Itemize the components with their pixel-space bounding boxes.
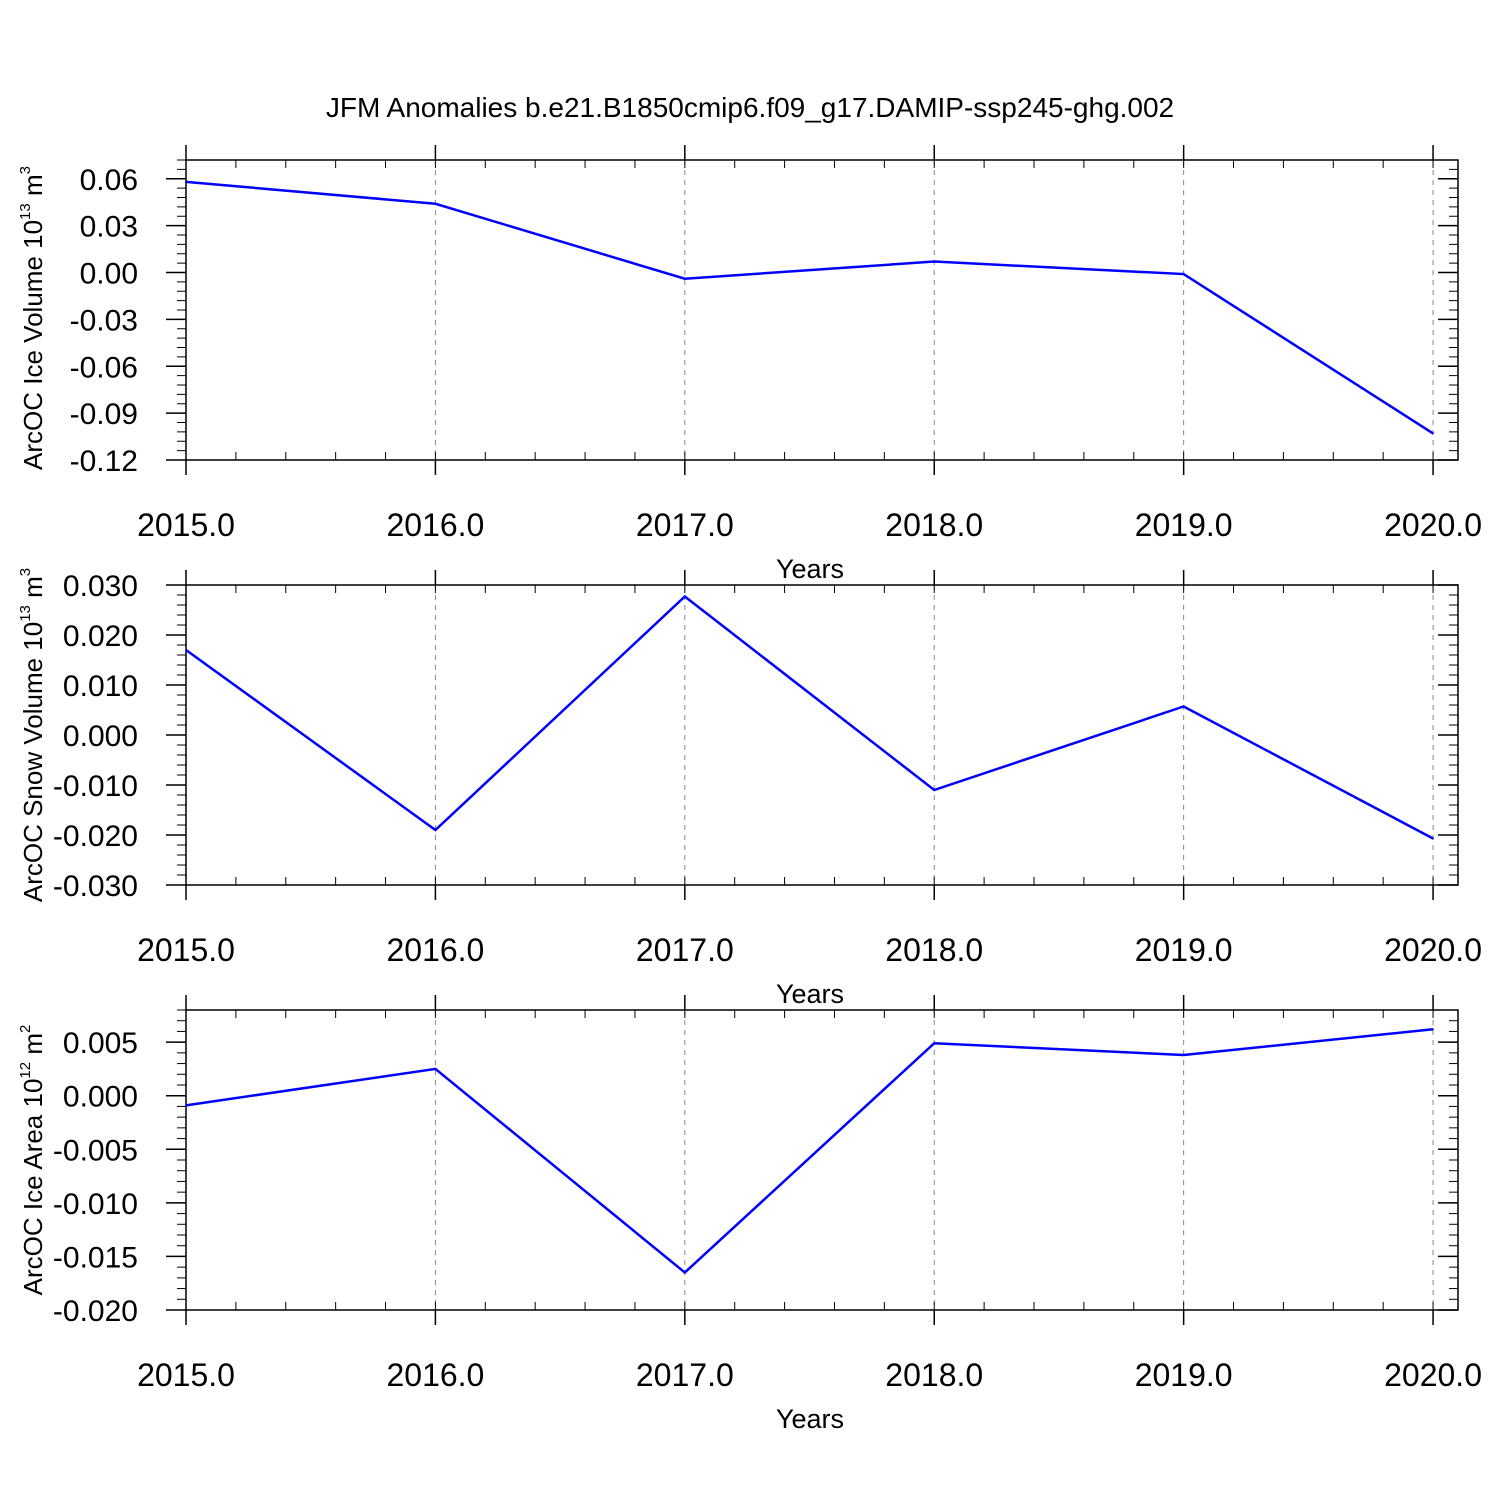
- x-tick-label: 2020.0: [1384, 932, 1482, 968]
- x-tick-label: 2015.0: [137, 932, 235, 968]
- y-tick-label: -0.020: [53, 1295, 138, 1328]
- y-axis-label: ArcOC Ice Area 1012 m2: [17, 1025, 48, 1296]
- y-tick-label: 0.030: [63, 570, 138, 603]
- x-tick-label: 2016.0: [386, 1357, 484, 1393]
- y-tick-label: 0.010: [63, 670, 138, 703]
- data-point: [933, 789, 936, 791]
- x-tick-label: 2017.0: [636, 1357, 734, 1393]
- data-point: [185, 181, 187, 183]
- x-tick-label: 2018.0: [885, 507, 983, 543]
- y-axis-label-text: ArcOC Ice Volume 10: [18, 220, 48, 470]
- plot-frame: [185, 1009, 1459, 1311]
- y-tick-label: 0.000: [63, 1081, 138, 1114]
- y-tick-label: -0.020: [53, 820, 138, 853]
- panel-1: 2015.0 2016.0 2017.0 2018.0 2019.0 2020.0 0.06…: [17, 145, 1482, 584]
- y-axis-label-exponent: 12: [17, 1062, 34, 1079]
- data-point: [684, 1271, 686, 1274]
- series-line: [185, 594, 1434, 840]
- y-axis-label-exponent: 13: [17, 605, 34, 622]
- plot-frame: [185, 159, 1459, 461]
- x-tick-label: 2017.0: [636, 932, 734, 968]
- y-tick-label: -0.015: [53, 1241, 138, 1274]
- y-axis-label: ArcOC Ice Volume 1013 m3: [17, 166, 48, 470]
- figure-title: JFM Anomalies b.e21.B1850cmip6.f09_g17.D…: [326, 92, 1174, 123]
- x-tick-label: 2017.0: [636, 507, 734, 543]
- data-point: [684, 595, 686, 598]
- plot-frame: [185, 584, 1459, 886]
- y-axis-label-unit: m: [18, 576, 48, 605]
- x-tick-label: 2016.0: [386, 932, 484, 968]
- x-axis-label: Years: [776, 1404, 844, 1434]
- x-tick-label: 2019.0: [1135, 507, 1233, 543]
- y-tick-label: -0.030: [53, 870, 138, 903]
- data-point: [1432, 1028, 1434, 1031]
- panel-3: 2015.0 2016.0 2017.0 2018.0 2019.0 2020.0 0.00…: [17, 995, 1482, 1434]
- series-line: [185, 1028, 1434, 1275]
- y-axis-label: ArcOC Snow Volume 1013 m3: [17, 568, 48, 902]
- y-axis-label-unit-exponent: 2: [17, 1025, 34, 1033]
- x-tick-label: 2019.0: [1135, 1357, 1233, 1393]
- x-tick-label: 2015.0: [137, 1357, 235, 1393]
- series-line: [185, 180, 1434, 435]
- x-axis-label: Years: [776, 979, 844, 1009]
- y-axis-label-exponent: 13: [17, 203, 34, 220]
- data-point: [1432, 837, 1434, 840]
- y-tick-label: 0.06: [80, 164, 138, 197]
- x-tick-label: 2018.0: [885, 932, 983, 968]
- data-point: [684, 277, 686, 280]
- data-point: [185, 649, 187, 651]
- data-point: [933, 260, 936, 263]
- y-tick-label: -0.005: [53, 1134, 138, 1167]
- y-tick-label: 0.03: [80, 211, 138, 244]
- y-axis-label-unit-exponent: 3: [17, 568, 34, 576]
- x-tick-label: 2016.0: [386, 507, 484, 543]
- y-axis-label-unit: m: [18, 174, 48, 203]
- y-tick-label: -0.010: [53, 770, 138, 803]
- y-tick-label: 0.005: [63, 1027, 138, 1060]
- x-axis-label: Years: [776, 554, 844, 584]
- panels: 2015.0 2016.0 2017.0 2018.0 2019.0 2020.0 0.06…: [17, 145, 1482, 1434]
- y-tick-label: 0.020: [63, 620, 138, 653]
- data-point: [434, 829, 437, 831]
- x-tick-label: 2020.0: [1384, 1357, 1482, 1393]
- data-point: [933, 1042, 936, 1045]
- panel-2: 2015.0 2016.0 2017.0 2018.0 2019.0 2020.0 0.03…: [17, 568, 1482, 1009]
- data-point: [1182, 1054, 1185, 1056]
- data-point: [1432, 432, 1434, 435]
- y-tick-label: -0.09: [70, 398, 138, 431]
- x-tick-label: 2020.0: [1384, 507, 1482, 543]
- data-point: [185, 1104, 187, 1107]
- y-tick-label: 0.00: [80, 258, 138, 291]
- y-tick-label: -0.010: [53, 1188, 138, 1221]
- y-axis-label-unit-exponent: 3: [17, 166, 34, 174]
- y-tick-label: -0.12: [70, 445, 138, 478]
- x-tick-label: 2018.0: [885, 1357, 983, 1393]
- y-axis-label-text: ArcOC Ice Area 10: [18, 1079, 48, 1296]
- y-axis-label-unit: m: [18, 1033, 48, 1062]
- x-tick-label: 2019.0: [1135, 932, 1233, 968]
- y-axis-label-text: ArcOC Snow Volume 10: [18, 622, 48, 902]
- y-tick-label: -0.06: [70, 351, 138, 384]
- data-point: [1182, 273, 1185, 275]
- data-point: [434, 1068, 437, 1070]
- y-tick-label: 0.000: [63, 720, 138, 753]
- data-point: [1182, 705, 1185, 708]
- x-tick-label: 2015.0: [137, 507, 235, 543]
- y-tick-label: -0.03: [70, 304, 138, 337]
- data-point: [434, 202, 437, 205]
